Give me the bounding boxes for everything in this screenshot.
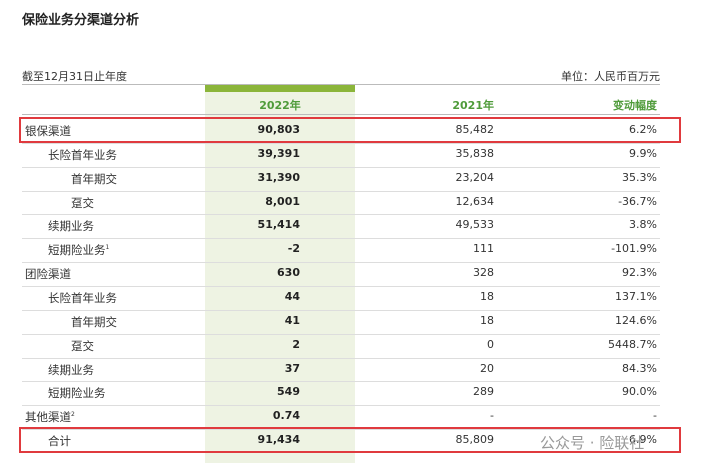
row-label: 银保渠道 (25, 123, 71, 139)
cell: 5448.7% (608, 337, 657, 351)
label-text: 趸交 (71, 338, 94, 353)
cell: 2 (292, 337, 300, 351)
row-label: 长险首年业务 (48, 147, 117, 163)
cell: 6.9% (629, 433, 657, 447)
cell: 111 (473, 242, 494, 256)
row-label: 续期业务 (48, 362, 94, 378)
label-text: 首年期交 (71, 171, 117, 186)
cell: 18 (480, 289, 494, 303)
column-bar (205, 85, 355, 92)
row-rule (22, 357, 660, 359)
column-header: 变动幅度 (613, 99, 657, 112)
cell: 84.3% (622, 361, 657, 375)
cell: 49,533 (455, 218, 495, 232)
cell: 51,414 (257, 218, 300, 232)
row-rule (22, 142, 660, 144)
row-rule (22, 285, 660, 287)
cell: 39,391 (257, 146, 300, 160)
row-label: 趸交 (71, 195, 94, 211)
header-rule (22, 114, 660, 115)
cell: 6.2% (629, 123, 657, 136)
row-rule (22, 190, 660, 192)
label-text: 短期险业务 (48, 243, 106, 258)
label-text: 团险渠道 (25, 267, 71, 282)
cell: -36.7% (618, 194, 657, 208)
cell: 124.6% (615, 313, 657, 327)
row-rule (22, 381, 660, 383)
label-text: 长险首年业务 (48, 147, 117, 162)
rule (22, 84, 660, 85)
label-text: 短期险业务 (48, 386, 106, 401)
cell: 8,001 (265, 194, 300, 208)
highlight-box (19, 117, 681, 143)
cell: 137.1% (615, 289, 657, 303)
cell: 0 (487, 337, 494, 351)
highlight-box (19, 427, 681, 454)
unit: 单位：人民币百万元 (561, 70, 660, 83)
label-text: 首年期交 (71, 314, 117, 329)
cell: 85,482 (455, 123, 495, 136)
cell: 0.74 (272, 409, 300, 423)
row-rule (22, 405, 660, 407)
row-label: 短期险业务 (48, 385, 106, 401)
cell: 37 (284, 361, 300, 375)
watermark: 公众号 · 险联社 (540, 434, 645, 452)
cell: 41 (284, 313, 300, 327)
cell: 91,434 (257, 433, 300, 447)
cell: 23,204 (455, 170, 495, 184)
row-label: 团险渠道 (25, 266, 71, 282)
footnote: 2 (71, 411, 75, 419)
footnote: 1 (105, 244, 110, 252)
label-text: 长险首年业务 (48, 290, 117, 305)
cell: 92.3% (622, 266, 657, 280)
cell: - (490, 409, 494, 423)
row-label: 首年期交 (71, 171, 117, 187)
cell: 9.9% (629, 146, 657, 160)
row-label: 合计 (48, 433, 71, 449)
row-label: 趸交 (71, 338, 94, 354)
highlight-column (205, 92, 355, 463)
cell: 630 (277, 266, 300, 280)
cell: 289 (473, 385, 494, 399)
row-label: 长险首年业务 (48, 290, 117, 306)
cell: 35,838 (455, 146, 495, 160)
row-label: 短期险业务1 (48, 242, 109, 258)
cell: 31,390 (257, 170, 300, 184)
cell: -101.9% (611, 242, 657, 256)
cell: 18 (480, 313, 494, 327)
row-rule (22, 262, 660, 264)
row-rule (22, 309, 660, 311)
label-text: 银保渠道 (25, 124, 71, 138)
label-text: 趸交 (71, 195, 94, 210)
label-text: 合计 (48, 434, 71, 449)
row-rule (22, 333, 660, 335)
column-header: 2021年 (452, 99, 494, 112)
label-text: 续期业务 (48, 219, 94, 234)
column-header: 2022年 (259, 99, 301, 112)
cell: 44 (284, 289, 300, 303)
cell: 328 (473, 266, 494, 280)
label-text: 其他渠道 (25, 410, 71, 425)
row-rule (22, 214, 660, 216)
row-label: 首年期交 (71, 314, 117, 330)
row-rule (22, 166, 660, 168)
cell: 85,809 (455, 433, 495, 447)
row-label: 续期业务 (48, 218, 94, 234)
title: 保险业务分渠道分析 (22, 13, 140, 28)
cell: 12,634 (455, 194, 495, 208)
row-rule (22, 429, 660, 431)
row-label: 其他渠道2 (25, 409, 75, 425)
cell: 90,803 (257, 123, 300, 136)
period: 截至12月31日止年度 (22, 70, 127, 83)
cell: -2 (287, 242, 300, 256)
cell: 549 (277, 385, 300, 399)
cell: 20 (480, 361, 494, 375)
row-rule (22, 238, 660, 240)
label-text: 续期业务 (48, 362, 94, 377)
cell: 35.3% (622, 170, 657, 184)
cell: 3.8% (629, 218, 657, 232)
cell: - (653, 409, 657, 423)
cell: 90.0% (622, 385, 657, 399)
